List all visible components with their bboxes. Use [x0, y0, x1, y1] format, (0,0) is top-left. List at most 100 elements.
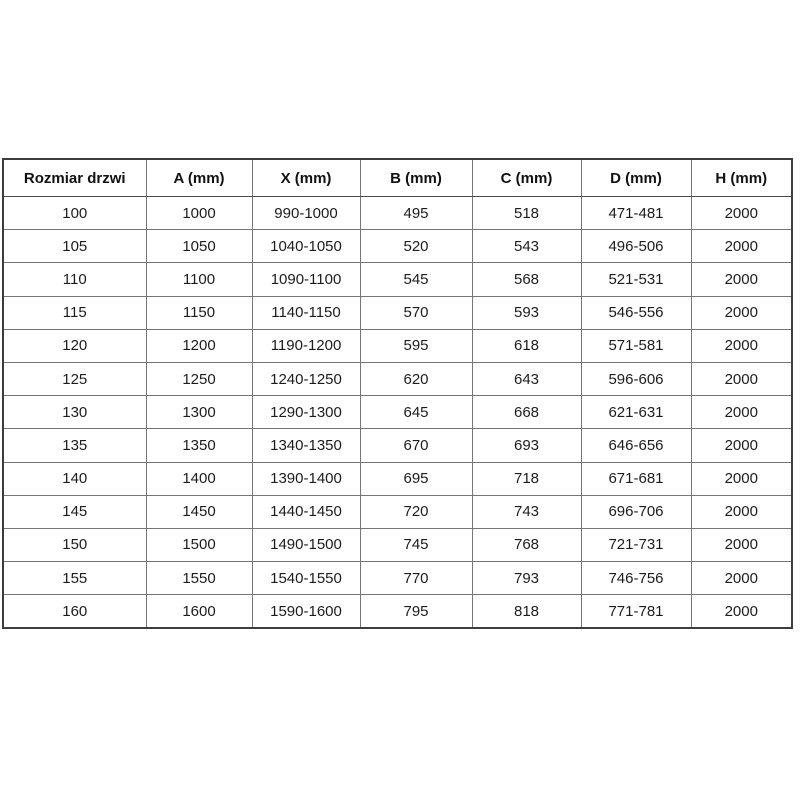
table-cell: 1390-1400	[251, 461, 361, 496]
table-cell: 720	[359, 494, 473, 529]
table-cell: 1090-1100	[251, 262, 361, 297]
table-cell: 155	[2, 561, 147, 596]
table-cell: 496-506	[580, 229, 692, 264]
table-row: 140 1400 1390-1400 695 718 671-681 2000	[2, 461, 793, 496]
table-cell: 1140-1150	[251, 295, 361, 330]
table-cell: 145	[2, 494, 147, 529]
table-cell: 2000	[690, 395, 793, 430]
table-cell: 2000	[690, 295, 793, 330]
table-cell: 1200	[145, 328, 253, 363]
table-cell: 135	[2, 428, 147, 463]
table-cell: 115	[2, 295, 147, 330]
table-cell: 1400	[145, 461, 253, 496]
table-cell: 2000	[690, 328, 793, 363]
table-cell: 1150	[145, 295, 253, 330]
table-cell: 1100	[145, 262, 253, 297]
column-header: B (mm)	[359, 158, 473, 197]
table-cell: 1590-1600	[251, 594, 361, 629]
table-cell: 1000	[145, 195, 253, 231]
table-cell: 1440-1450	[251, 494, 361, 529]
column-header: A (mm)	[145, 158, 253, 197]
table-cell: 990-1000	[251, 195, 361, 231]
table-cell: 518	[471, 195, 582, 231]
table-row: 110 1100 1090-1100 545 568 521-531 2000	[2, 262, 793, 297]
table-cell: 2000	[690, 229, 793, 264]
table-cell: 1600	[145, 594, 253, 629]
table-cell: 110	[2, 262, 147, 297]
table-row: 150 1500 1490-1500 745 768 721-731 2000	[2, 527, 793, 563]
table-cell: 150	[2, 527, 147, 563]
table-cell: 693	[471, 428, 582, 463]
table-cell: 140	[2, 461, 147, 496]
table-cell: 1490-1500	[251, 527, 361, 563]
table-head: Rozmiar drzwi A (mm) X (mm) B (mm) C (mm) D (…	[2, 158, 793, 197]
table-cell: 1190-1200	[251, 328, 361, 363]
table-row: 155 1550 1540-1550 770 793 746-756 2000	[2, 561, 793, 596]
column-header: D (mm)	[580, 158, 692, 197]
table-cell: 2000	[690, 361, 793, 397]
table-row: 125 1250 1240-1250 620 643 596-606 2000	[2, 361, 793, 397]
table-cell: 695	[359, 461, 473, 496]
table-row: 115 1150 1140-1150 570 593 546-556 2000	[2, 295, 793, 330]
table-cell: 770	[359, 561, 473, 596]
table-cell: 621-631	[580, 395, 692, 430]
table-row: 130 1300 1290-1300 645 668 621-631 2000	[2, 395, 793, 430]
table-cell: 2000	[690, 561, 793, 596]
table-cell: 543	[471, 229, 582, 264]
table-cell: 595	[359, 328, 473, 363]
table-cell: 818	[471, 594, 582, 629]
table-body: 100 1000 990-1000 495 518 471-481 2000 105 1050 1…	[2, 195, 793, 629]
table-row: 100 1000 990-1000 495 518 471-481 2000	[2, 195, 793, 231]
table-cell: 546-556	[580, 295, 692, 330]
table-cell: 2000	[690, 594, 793, 629]
table-cell: 1350	[145, 428, 253, 463]
table-row: 120 1200 1190-1200 595 618 571-581 2000	[2, 328, 793, 363]
table-cell: 1040-1050	[251, 229, 361, 264]
table-row: 160 1600 1590-1600 795 818 771-781 2000	[2, 594, 793, 629]
table-cell: 745	[359, 527, 473, 563]
table-cell: 568	[471, 262, 582, 297]
table-cell: 1540-1550	[251, 561, 361, 596]
column-header: Rozmiar drzwi	[2, 158, 147, 197]
table-cell: 100	[2, 195, 147, 231]
column-header: X (mm)	[251, 158, 361, 197]
table-cell: 2000	[690, 428, 793, 463]
table-cell: 671-681	[580, 461, 692, 496]
table-cell: 743	[471, 494, 582, 529]
table-cell: 105	[2, 229, 147, 264]
size-table-container: Rozmiar drzwi A (mm) X (mm) B (mm) C (mm) D (…	[2, 158, 793, 630]
table-cell: 125	[2, 361, 147, 397]
table-cell: 620	[359, 361, 473, 397]
table-cell: 618	[471, 328, 582, 363]
table-cell: 1050	[145, 229, 253, 264]
table-cell: 545	[359, 262, 473, 297]
table-cell: 2000	[690, 527, 793, 563]
table-cell: 2000	[690, 494, 793, 529]
table-cell: 1340-1350	[251, 428, 361, 463]
table-row: 145 1450 1440-1450 720 743 696-706 2000	[2, 494, 793, 529]
table-cell: 721-731	[580, 527, 692, 563]
table-cell: 645	[359, 395, 473, 430]
table-cell: 1290-1300	[251, 395, 361, 430]
table-cell: 596-606	[580, 361, 692, 397]
table-cell: 718	[471, 461, 582, 496]
table-cell: 2000	[690, 262, 793, 297]
table-cell: 746-756	[580, 561, 692, 596]
table-cell: 768	[471, 527, 582, 563]
table-cell: 1240-1250	[251, 361, 361, 397]
table-cell: 521-531	[580, 262, 692, 297]
table-cell: 2000	[690, 461, 793, 496]
table-cell: 130	[2, 395, 147, 430]
table-cell: 668	[471, 395, 582, 430]
table-row: 105 1050 1040-1050 520 543 496-506 2000	[2, 229, 793, 264]
table-cell: 495	[359, 195, 473, 231]
table-cell: 1550	[145, 561, 253, 596]
table-cell: 793	[471, 561, 582, 596]
table-cell: 771-781	[580, 594, 692, 629]
column-header: H (mm)	[690, 158, 793, 197]
table-cell: 160	[2, 594, 147, 629]
table-cell: 570	[359, 295, 473, 330]
table-cell: 643	[471, 361, 582, 397]
door-size-table: Rozmiar drzwi A (mm) X (mm) B (mm) C (mm) D (…	[2, 158, 793, 630]
